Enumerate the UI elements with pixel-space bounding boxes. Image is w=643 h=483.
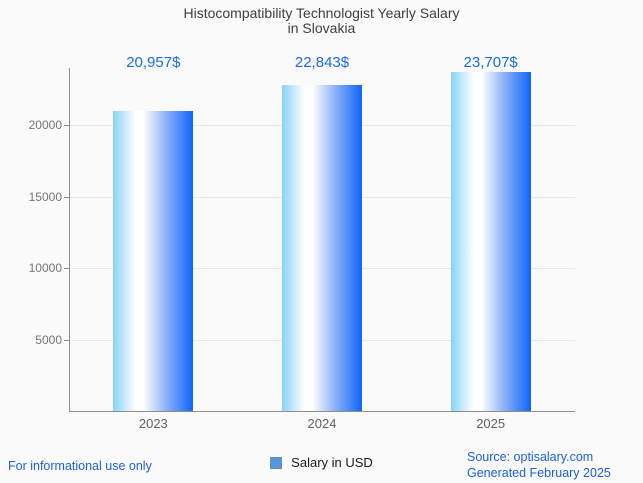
legend-item-salary-in-usd[interactable]: Salary in USD bbox=[0, 455, 643, 470]
value-label-2024: 22,843$ bbox=[294, 54, 350, 71]
y-tick-10000 bbox=[64, 268, 69, 270]
x-tick-label-2023: 2023 bbox=[138, 416, 168, 431]
disclaimer-text: For informational use only bbox=[8, 459, 152, 473]
source-block: Source: optisalary.com Generated Februar… bbox=[467, 449, 611, 481]
x-axis-line bbox=[69, 411, 575, 412]
source-link[interactable]: Source: optisalary.com bbox=[467, 450, 594, 464]
y-tick-5000 bbox=[64, 339, 69, 341]
chart-title: Histocompatibility Technologist Yearly S… bbox=[0, 6, 643, 36]
value-label-2023: 20,957$ bbox=[126, 54, 181, 71]
y-tick-label-15000: 15000 bbox=[28, 189, 62, 204]
chart-title-line2: in Slovakia bbox=[287, 20, 356, 36]
bar-2025[interactable] bbox=[450, 72, 531, 411]
y-tick-label-5000: 5000 bbox=[35, 332, 62, 347]
legend-marker-icon bbox=[270, 456, 283, 469]
y-tick-15000 bbox=[64, 196, 69, 198]
y-tick-label-20000: 20000 bbox=[28, 118, 62, 133]
bar-2024[interactable] bbox=[282, 84, 362, 411]
generated-date: Generated February 2025 bbox=[467, 466, 611, 480]
y-tick-label-10000: 10000 bbox=[28, 261, 62, 276]
bar-2023[interactable] bbox=[113, 111, 194, 411]
y-tick-20000 bbox=[64, 125, 69, 127]
legend-label: Salary in USD bbox=[291, 455, 373, 470]
y-axis-line bbox=[69, 68, 70, 411]
chart-title-line1: Histocompatibility Technologist Yearly S… bbox=[183, 5, 460, 21]
value-label-2025: 23,707$ bbox=[463, 54, 518, 71]
x-tick-label-2025: 2025 bbox=[476, 416, 506, 431]
x-tick-label-2024: 2024 bbox=[307, 416, 337, 431]
